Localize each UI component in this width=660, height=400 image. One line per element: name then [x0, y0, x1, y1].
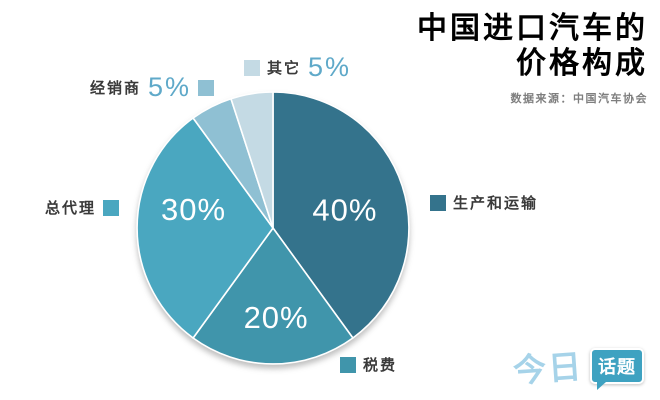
legend-value-other: 5% — [308, 52, 352, 82]
legend-swatch-production-transport — [430, 194, 446, 211]
logo-text-jinri: 今日 — [511, 347, 585, 390]
legend-item-dealer: 经销商 5% — [90, 72, 215, 102]
legend-item-other: 其它 5% — [244, 54, 351, 81]
chart-title-line2: 价格构成 — [516, 46, 648, 80]
legend-label-production-transport: 生产和运输 — [453, 195, 539, 212]
pie-slices-group — [136, 91, 410, 365]
slice-value-label-2: 30% — [161, 192, 226, 227]
legend-swatch-other — [244, 59, 260, 76]
legend-swatch-dealer — [198, 79, 215, 96]
brand-logo: 今日 话题 — [511, 342, 644, 390]
slice-value-label-1: 20% — [244, 300, 309, 335]
logo-bubble-huati: 话题 — [590, 348, 644, 390]
legend-label-tax: 税费 — [363, 357, 398, 374]
legend-swatch-general-agent — [103, 199, 120, 216]
pie-slice-0 — [272, 91, 410, 339]
legend-label-general-agent: 总代理 — [45, 200, 97, 217]
legend-item-production-transport: 生产和运输 — [430, 192, 538, 213]
legend-value-dealer: 5% — [148, 72, 192, 102]
legend-label-other: 其它 — [267, 60, 302, 77]
chart-title-block: 中国进口汽车的 价格构成 数据来源：中国汽车协会 — [417, 12, 648, 106]
slice-value-label-0: 40% — [312, 193, 377, 228]
pie-slice-4 — [230, 91, 274, 229]
data-source-note: 数据来源：中国汽车协会 — [510, 93, 648, 105]
chart-title-line1: 中国进口汽车的 — [417, 12, 648, 45]
legend-item-tax: 税费 — [340, 354, 397, 375]
legend-swatch-tax — [340, 356, 356, 373]
legend-label-dealer: 经销商 — [90, 80, 142, 97]
legend-item-general-agent: 总代理 — [45, 197, 120, 218]
pie-slice-2 — [136, 117, 274, 339]
pie-slice-1 — [192, 227, 354, 365]
